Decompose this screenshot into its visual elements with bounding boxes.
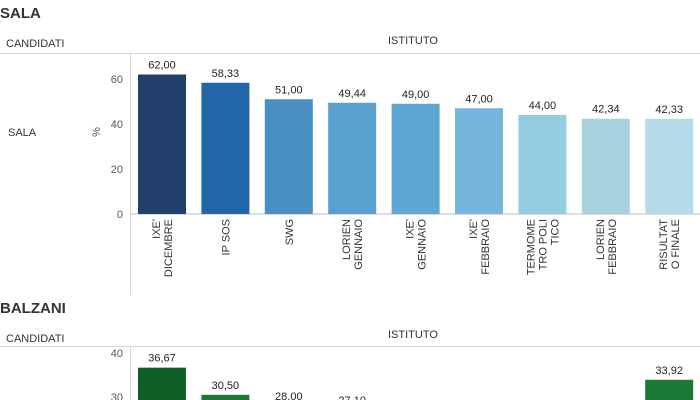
sala-candidati-divider — [130, 53, 131, 295]
sala-x-tick-label: TERMOMETRO POLITICO — [525, 219, 561, 276]
balzani-bar-value-label: 27,10 — [338, 395, 366, 400]
sala-x-tick-label: SWG — [284, 219, 296, 245]
balzani-bar — [201, 394, 250, 400]
sala-bar-value-label: 51,00 — [275, 84, 303, 96]
sala-bar-value-label: 44,00 — [529, 100, 557, 112]
sala-x-tick-label: IXE'DICEMBRE — [151, 219, 175, 277]
sala-x-tick-label: LORIENFEBBRAIO — [595, 219, 619, 275]
sala-bar-value-label: 47,00 — [465, 93, 493, 105]
sala-bar — [518, 115, 567, 214]
sala-bar — [264, 99, 313, 214]
sala-x-tick-label: IP SOS — [220, 219, 232, 255]
sala-bar — [455, 108, 503, 214]
balzani-bar-value-label: 36,67 — [148, 353, 176, 365]
balzani-section-title: BALZANI — [0, 300, 66, 317]
balzani-bar-value-label: 33,92 — [655, 365, 683, 377]
sala-y-tick-label: 20 — [111, 164, 123, 176]
sala-bar — [581, 118, 630, 214]
balzani-header-divider — [0, 346, 700, 347]
sala-bar-value-label: 49,00 — [402, 89, 430, 101]
sala-candidati-header: CANDIDATI — [6, 38, 65, 50]
sala-bar-value-label: 58,33 — [212, 68, 240, 80]
sala-x-tick-label: RISULTATO FINALE — [658, 219, 682, 270]
sala-x-tick-label: LORIENGENNAIO — [341, 219, 365, 270]
balzani-candidati-header: CANDIDATI — [6, 333, 65, 345]
sala-x-tick-label: IXE'FEBBRAIO — [468, 219, 492, 275]
sala-bar — [645, 118, 694, 214]
sala-bar — [201, 82, 250, 214]
sala-row-label: SALA — [8, 127, 37, 139]
balzani-bar — [645, 379, 694, 400]
balzani-bar-value-label: 28,00 — [275, 391, 303, 400]
balzani-y-tick-label: 30 — [111, 392, 123, 400]
sala-bar — [391, 103, 440, 214]
sala-y-tick-label: 40 — [111, 119, 123, 131]
sala-y-tick-label: 0 — [117, 209, 123, 221]
balzani-y-tick-label: 40 — [111, 348, 123, 360]
sala-x-tick-label: IXE'GENNAIO — [405, 219, 429, 270]
balzani-bar-value-label: 30,50 — [212, 380, 240, 392]
balzani-candidati-divider — [130, 346, 131, 400]
sala-bar — [138, 74, 186, 214]
sala-bar-value-label: 62,00 — [148, 60, 176, 72]
sala-y-axis-unit: % — [91, 127, 103, 137]
balzani-istituto-header: ISTITUTO — [388, 329, 438, 341]
sala-bar-value-label: 49,44 — [338, 88, 366, 100]
sala-section-title: SALA — [0, 5, 41, 22]
balzani-bar — [138, 367, 186, 400]
sala-y-tick-label: 60 — [111, 74, 123, 86]
sala-bar — [328, 102, 377, 214]
sala-istituto-header: ISTITUTO — [388, 35, 438, 47]
sala-bar-value-label: 42,34 — [592, 104, 620, 116]
sala-bar-value-label: 42,33 — [655, 104, 683, 116]
sala-header-divider — [0, 53, 700, 54]
